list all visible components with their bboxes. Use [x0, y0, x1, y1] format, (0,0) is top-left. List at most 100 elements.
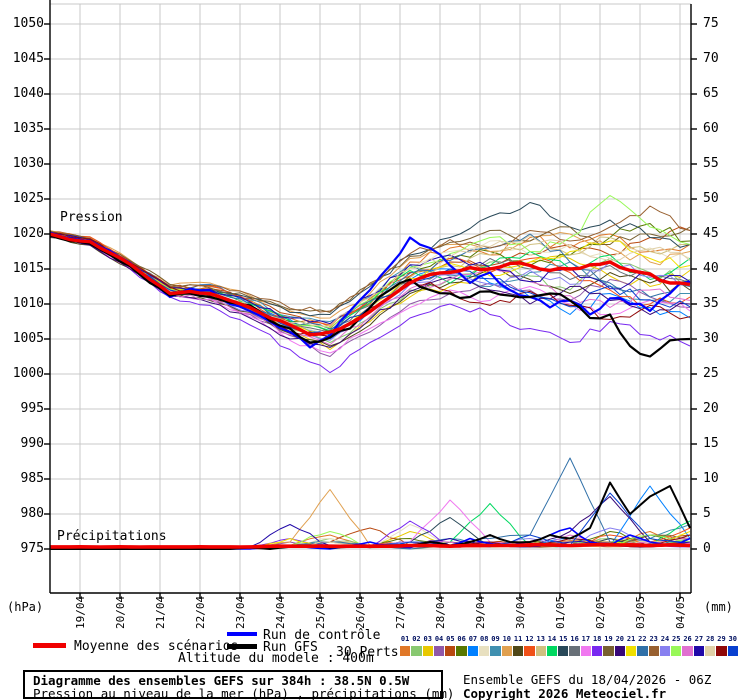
pert-color-swatch-04: [433, 646, 445, 656]
date-tick-04-05: 04/05: [674, 595, 687, 629]
date-tick-02-05: 02/05: [594, 595, 607, 629]
pressure-tick-1045: 1045: [12, 51, 44, 66]
pert-color-swatch-16: [569, 646, 580, 656]
date-tick-27-04: 27/04: [394, 595, 407, 629]
pert-color-swatch-10: [501, 646, 512, 656]
pert-number-25: 25: [672, 635, 681, 643]
pressure-section-label: Pression: [60, 210, 123, 225]
chart-info-box: Diagramme des ensembles GEFS sur 384h : …: [23, 670, 455, 700]
pert-number-30: 30: [728, 635, 737, 643]
pert-number-08: 08: [480, 635, 489, 643]
pert-number-01: 01: [400, 635, 410, 643]
pert-color-swatch-14: [546, 646, 558, 656]
precip-tick-15: 15: [703, 436, 719, 451]
pert-color-swatch-28: [705, 646, 716, 656]
precip-tick-30: 30: [703, 331, 719, 346]
pert-color-swatch-20: [614, 646, 625, 656]
pert-color-swatch-23: [648, 646, 659, 656]
pressure-tick-1025: 1025: [12, 191, 44, 206]
left-axis-unit: (hPa): [7, 600, 44, 614]
pert-number-04: 04: [434, 635, 444, 643]
pressure-tick-985: 985: [20, 471, 44, 486]
pressure-tick-1050: 1050: [12, 16, 44, 31]
pressure-member-20: [49, 236, 691, 348]
perts-count-label: 30 Perts.: [336, 645, 407, 660]
precip-tick-35: 35: [703, 296, 719, 311]
pert-color-swatch-13: [535, 646, 546, 656]
date-tick-19-04: 19/04: [74, 595, 87, 629]
date-tick-25-04: 25/04: [314, 595, 327, 629]
pert-number-07: 07: [468, 635, 478, 643]
pert-color-swatch-07: [467, 646, 479, 656]
pert-color-swatch-22: [637, 646, 648, 656]
pressure-member-27: [49, 232, 691, 325]
mean-legend-label: Moyenne des scénarios: [74, 639, 239, 654]
precip-section-label: Précipitations: [57, 529, 167, 544]
pressure-tick-1030: 1030: [12, 156, 44, 171]
pressure-tick-1010: 1010: [12, 296, 44, 311]
pressure-mean: [49, 232, 691, 337]
pert-number-22: 22: [638, 635, 647, 643]
pert-color-swatch-02: [411, 646, 422, 656]
pert-number-28: 28: [705, 635, 715, 643]
pert-color-swatch-06: [456, 646, 467, 656]
pert-color-swatch-12: [524, 646, 535, 656]
pert-number-24: 24: [660, 635, 670, 643]
precip-tick-70: 70: [703, 51, 719, 66]
precip-tick-20: 20: [703, 401, 719, 416]
pert-color-row: [400, 646, 738, 656]
pert-color-swatch-27: [693, 646, 705, 656]
pressure-tick-990: 990: [20, 436, 44, 451]
mean-legend-swatch: [33, 643, 66, 648]
pert-number-03: 03: [423, 635, 432, 643]
precip-tick-0: 0: [703, 541, 711, 556]
pressure-tick-1035: 1035: [12, 121, 44, 136]
model-altitude-label: Altitude du modele : 400m: [178, 651, 374, 666]
pert-number-02: 02: [412, 635, 421, 643]
right-axis-unit: (mm): [704, 600, 733, 614]
pressure-tick-1000: 1000: [12, 366, 44, 381]
precip-mean: [50, 542, 691, 549]
gfs-legend-swatch: [227, 644, 257, 649]
date-tick-30-04: 30/04: [514, 595, 527, 629]
chart-subtitle: Pression au niveau de la mer (hPa) , pré…: [33, 686, 455, 700]
pressure-tick-995: 995: [20, 401, 44, 416]
pert-number-05: 05: [446, 635, 455, 643]
pert-number-row: 01 02 03 04 05 06 07 08 09 10 11 12 13 14 15 16 17 18 19 20…: [400, 635, 738, 643]
pert-color-swatch-26: [682, 646, 693, 656]
pressure-member-17: [49, 235, 691, 354]
pressure-gfs: [49, 234, 691, 358]
pert-color-swatch-09: [490, 646, 501, 656]
copyright-label: Copyright 2026 Meteociel.fr: [463, 686, 667, 700]
control-legend-swatch: [227, 632, 257, 636]
pressure-tick-1020: 1020: [12, 226, 44, 241]
pressure-member-22: [49, 233, 691, 330]
pert-number-18: 18: [592, 635, 602, 643]
date-tick-28-04: 28/04: [434, 595, 447, 629]
date-tick-20-04: 20/04: [114, 595, 127, 629]
precip-tick-40: 40: [703, 261, 719, 276]
pert-color-swatch-11: [512, 646, 524, 656]
pert-number-27: 27: [694, 635, 704, 643]
ensemble-plot-svg: [44, 0, 697, 599]
pert-number-23: 23: [649, 635, 658, 643]
pert-number-19: 19: [604, 635, 613, 643]
date-tick-26-04: 26/04: [354, 595, 367, 629]
gfs-legend-label: Run GFS: [263, 640, 318, 655]
date-tick-03-05: 03/05: [634, 595, 647, 629]
pert-color-swatch-18: [592, 646, 603, 656]
precip-tick-75: 75: [703, 16, 719, 31]
pert-color-swatch-03: [422, 646, 433, 656]
date-tick-29-04: 29/04: [474, 595, 487, 629]
precip-tick-25: 25: [703, 366, 719, 381]
pressure-member-04: [49, 232, 691, 357]
pressure-tick-980: 980: [20, 506, 44, 521]
pert-color-swatch-05: [445, 646, 456, 656]
pert-number-20: 20: [615, 635, 624, 643]
pressure-tick-1040: 1040: [12, 86, 44, 101]
pert-color-swatch-08: [479, 646, 490, 656]
precip-tick-10: 10: [703, 471, 719, 486]
pert-color-swatch-30: [727, 646, 738, 656]
pressure-tick-1015: 1015: [12, 261, 44, 276]
